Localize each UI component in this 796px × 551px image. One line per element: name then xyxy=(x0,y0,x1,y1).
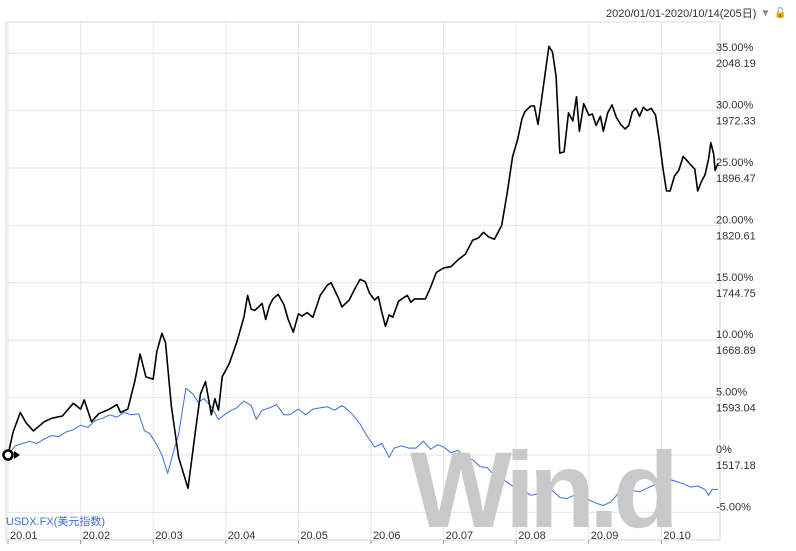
x-tick-label: 20.03 xyxy=(155,530,183,542)
x-tick-label: 20.04 xyxy=(228,530,256,542)
date-range-label: 2020/01/01-2020/10/14(205日) xyxy=(606,8,757,20)
y-tick-value-label: 2048.19 xyxy=(716,58,756,70)
dropdown-arrow-icon[interactable]: ▼ xyxy=(760,7,771,19)
y-tick-pct-label: 5.00% xyxy=(716,387,747,399)
x-tick-label: 20.01 xyxy=(10,530,38,542)
y-tick-value-label: 1820.61 xyxy=(716,230,756,242)
y-tick-value-label: 1744.75 xyxy=(716,288,756,300)
series-line-main xyxy=(7,45,719,490)
y-tick-value-label: 1972.33 xyxy=(716,116,756,128)
y-tick-pct-label: -5.00% xyxy=(716,501,751,513)
wind-watermark: Win.d xyxy=(410,429,679,550)
y-tick-value-label: 1896.47 xyxy=(716,173,756,185)
y-tick-value-label: 1593.04 xyxy=(716,403,756,415)
x-tick-label: 20.02 xyxy=(83,530,111,542)
date-range-selector[interactable]: 2020/01/01-2020/10/14(205日) ▼ 🔓 xyxy=(606,4,787,22)
y-tick-value-label: 1517.18 xyxy=(716,460,756,472)
y-tick-pct-label: 25.00% xyxy=(716,157,754,169)
x-tick-label: 20.10 xyxy=(663,530,691,542)
x-tick-label: 20.05 xyxy=(300,530,328,542)
y-tick-pct-label: 30.00% xyxy=(716,100,754,112)
y-tick-pct-label: 20.00% xyxy=(716,214,754,226)
x-tick-label: 20.06 xyxy=(373,530,401,542)
y-tick-pct-label: 10.00% xyxy=(716,329,754,341)
y-tick-pct-label: 0% xyxy=(716,444,732,456)
y-tick-pct-label: 35.00% xyxy=(716,42,754,54)
lock-icon[interactable]: 🔓 xyxy=(774,7,787,19)
y-tick-pct-label: 15.00% xyxy=(716,272,754,284)
start-arrow-icon xyxy=(14,451,20,459)
plot-frame xyxy=(5,21,721,541)
x-tick-label: 20.07 xyxy=(446,530,474,542)
legend-usdx[interactable]: USDX.FX(美元指数) xyxy=(6,516,105,528)
series-line-usdx xyxy=(7,387,718,506)
start-point-marker xyxy=(2,449,14,461)
x-tick-label: 20.08 xyxy=(518,530,546,542)
y-tick-value-label: 1668.89 xyxy=(716,345,756,357)
x-tick-label: 20.09 xyxy=(591,530,619,542)
